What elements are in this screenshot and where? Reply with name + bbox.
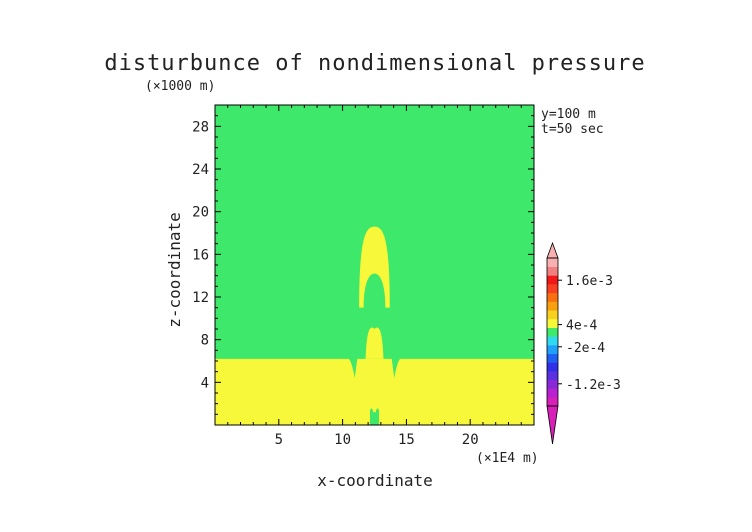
y-axis-label: z-coordinate xyxy=(165,212,184,328)
colorbar-segment xyxy=(547,301,558,311)
y-tick-label: 8 xyxy=(201,333,209,349)
colorbar-segment xyxy=(547,310,558,320)
colorbar-label: 4e-4 xyxy=(566,319,597,334)
y-tick-label: 28 xyxy=(192,119,209,135)
x-axis-label: x-coordinate xyxy=(317,471,433,490)
colorbar-segment xyxy=(547,327,558,337)
colorbar-segment xyxy=(547,388,558,398)
colorbar: 1.6e-3 4e-4 -2e-4 -1.2e-3 xyxy=(546,241,621,445)
colorbar-segment xyxy=(547,397,558,407)
colorbar-segment xyxy=(547,371,558,381)
colorbar-label: 1.6e-3 xyxy=(566,274,613,289)
x-tick-label: 10 xyxy=(334,432,351,448)
region-upper-arc xyxy=(359,226,390,308)
region-lower-layer xyxy=(215,358,534,425)
colorbar-segment xyxy=(547,292,558,302)
y-tick-label: 16 xyxy=(192,247,209,263)
chart-title: disturbunce of nondimensional pressure xyxy=(104,51,645,76)
region-lower-dome-cap xyxy=(368,328,381,349)
x-tick-label: 5 xyxy=(275,432,283,448)
colorbar-segment xyxy=(547,284,558,294)
x-tick-label: 15 xyxy=(398,432,415,448)
y-tick-label: 24 xyxy=(192,162,209,178)
colorbar-segment xyxy=(547,266,558,276)
colorbar-max-arrow xyxy=(546,241,559,259)
colorbar-segment xyxy=(547,275,558,285)
colorbar-frame xyxy=(546,257,559,407)
axes: 5 10 15 20 4 8 12 16 20 24 28 xyxy=(192,104,535,448)
colorbar-segment xyxy=(547,336,558,346)
annotation-y: y=100 m xyxy=(541,107,596,122)
colorbar-min-arrow xyxy=(546,405,559,445)
x-tick-label: 20 xyxy=(462,432,479,448)
plot-area xyxy=(215,105,534,425)
colorbar-segment xyxy=(547,318,558,328)
colorbar-segment xyxy=(547,379,558,389)
x-unit-label: (×1E4 m) xyxy=(476,451,539,466)
colorbar-segment xyxy=(547,353,558,363)
y-unit-label: (×1000 m) xyxy=(145,79,215,94)
colorbar-segment xyxy=(547,258,558,268)
colorbar-label: -2e-4 xyxy=(566,341,605,356)
y-tick-label: 20 xyxy=(192,205,209,221)
colorbar-label: -1.2e-3 xyxy=(566,378,621,393)
y-tick-label: 4 xyxy=(201,375,209,391)
region-bottom-spikes xyxy=(370,408,379,425)
y-tick-label: 12 xyxy=(192,290,209,306)
colorbar-segment xyxy=(547,362,558,372)
annotation-t: t=50 sec xyxy=(541,122,604,137)
colorbar-segment xyxy=(547,345,558,355)
